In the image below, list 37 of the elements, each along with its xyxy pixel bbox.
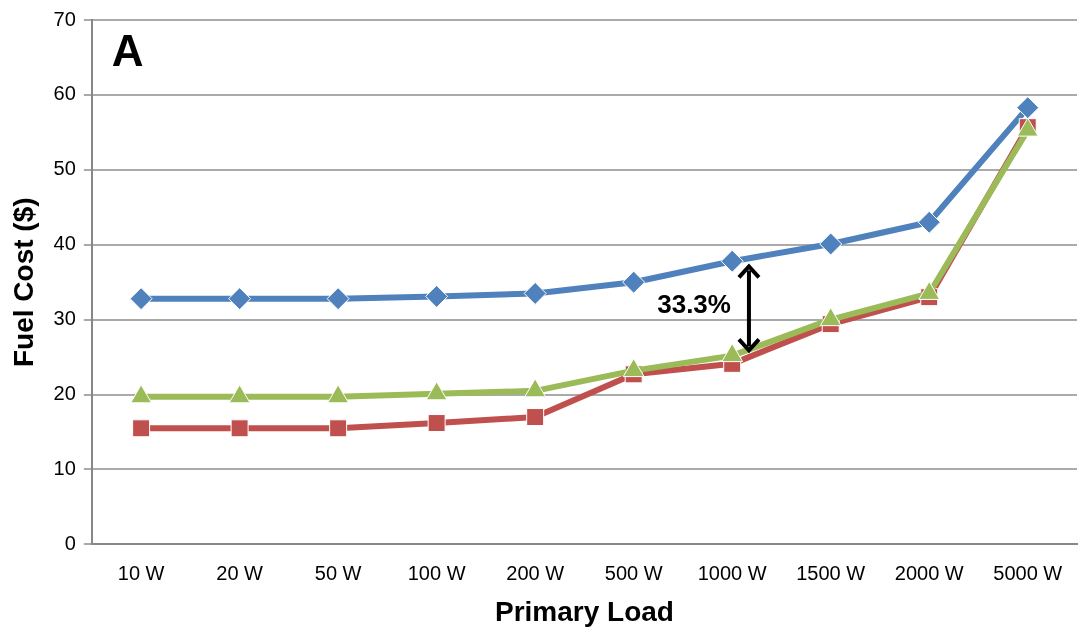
x-tick-label: 100 W	[407, 561, 466, 584]
y-tick-label: 50	[53, 157, 76, 180]
point	[230, 419, 249, 438]
point	[917, 210, 941, 234]
x-axis-title: Primary Load	[494, 595, 674, 627]
y-tick-label: 30	[53, 307, 76, 330]
point	[526, 408, 545, 427]
x-tick-label: 200 W	[506, 561, 565, 584]
y-tick-label: 20	[53, 382, 76, 405]
point	[1016, 96, 1040, 120]
point	[720, 249, 744, 273]
point	[819, 232, 843, 256]
x-tick-label: 2000 W	[894, 561, 964, 584]
x-tick-label: 5000 W	[993, 561, 1063, 584]
annotation: A	[111, 26, 144, 76]
point	[129, 287, 153, 311]
x-tick-label: 20 W	[216, 561, 264, 584]
point	[228, 287, 252, 311]
x-tick-label: 1500 W	[796, 561, 866, 584]
annotation: 33.3%	[657, 288, 731, 319]
x-tick-label: 50 W	[314, 561, 362, 584]
point	[427, 414, 446, 433]
y-tick-label: 40	[53, 232, 76, 255]
y-tick-label: 60	[53, 82, 76, 105]
point	[425, 284, 449, 308]
y-tick-label: 70	[53, 7, 76, 30]
x-tick-label: 10 W	[117, 561, 165, 584]
x-tick-label: 1000 W	[697, 561, 767, 584]
y-axis-title: Fuel Cost ($)	[7, 197, 39, 367]
point	[329, 419, 348, 438]
y-tick-label: 0	[64, 531, 76, 554]
point	[523, 281, 547, 305]
y-tick-label: 10	[53, 457, 76, 479]
point	[132, 419, 151, 438]
point	[326, 287, 350, 311]
point	[622, 270, 646, 294]
x-tick-label: 500 W	[604, 561, 663, 584]
